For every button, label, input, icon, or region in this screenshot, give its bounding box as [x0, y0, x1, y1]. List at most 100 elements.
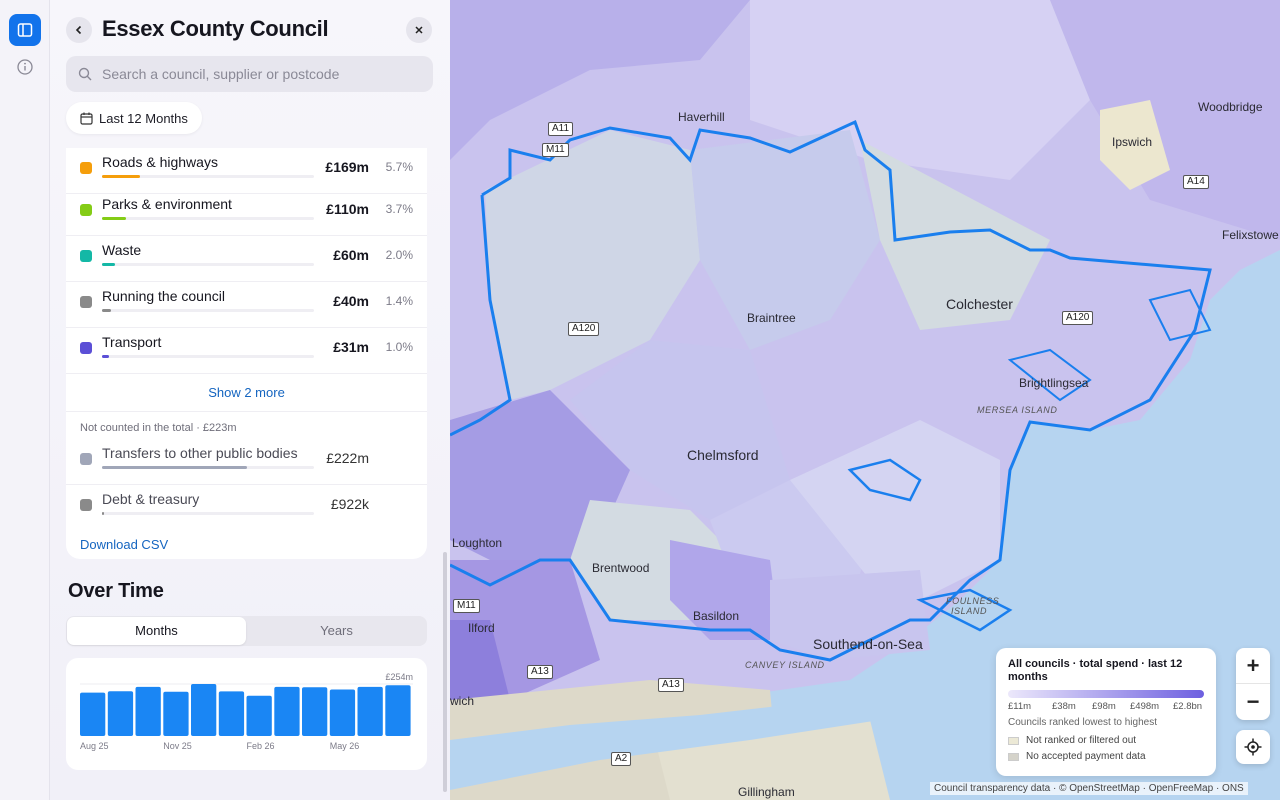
- zoom-in-button[interactable]: +: [1236, 648, 1270, 684]
- map-label-felixstowe: Felixstowe: [1222, 228, 1279, 242]
- chart-bar[interactable]: [218, 691, 245, 736]
- tab-months[interactable]: Months: [67, 617, 246, 645]
- over-time-heading: Over Time: [68, 580, 164, 602]
- period-toggle: Months Years: [66, 616, 427, 646]
- category-percent: 2.0%: [385, 248, 413, 262]
- legend-key: No accepted payment data: [1008, 751, 1204, 762]
- map-label-basildon: Basildon: [693, 609, 740, 623]
- search-input[interactable]: [102, 66, 422, 82]
- category-amount: £31m: [333, 339, 369, 355]
- list-item[interactable]: Debt & treasury £922k: [66, 485, 427, 531]
- download-csv-link[interactable]: Download CSV: [80, 537, 169, 552]
- page-title: Essex County Council: [102, 16, 329, 41]
- date-filter-button[interactable]: Last 12 Months: [66, 102, 202, 134]
- list-item[interactable]: Transport £31m 1.0%: [66, 328, 427, 374]
- legend-swatch: [1008, 752, 1019, 761]
- legend-color-scale: [1008, 690, 1204, 698]
- share-bar-track: [102, 355, 314, 358]
- chart-bar[interactable]: [385, 685, 411, 736]
- chevron-left-icon: [75, 25, 82, 35]
- legend-tick: £11m: [1008, 701, 1032, 712]
- map-label-brightlingsea: Brightlingsea: [1019, 376, 1089, 390]
- show-more-button[interactable]: Show 2 more: [66, 374, 427, 412]
- category-amount: £60m: [333, 247, 369, 263]
- chart-bar[interactable]: [135, 686, 161, 736]
- share-bar-track: [102, 466, 314, 469]
- chart-bar[interactable]: [302, 687, 328, 736]
- share-bar-fill: [102, 217, 126, 220]
- share-bar-track: [102, 175, 314, 178]
- plus-icon: +: [1246, 652, 1260, 678]
- chart-tick-label: Aug 25: [80, 741, 109, 751]
- chart-bar[interactable]: [163, 691, 189, 736]
- share-bar-track: [102, 512, 314, 515]
- zoom-controls: + −: [1236, 648, 1270, 720]
- sidebar-icon: [17, 23, 33, 37]
- list-item[interactable]: Roads & highways £169m 5.7%: [66, 148, 427, 194]
- list-item[interactable]: Waste £60m 2.0%: [66, 236, 427, 282]
- share-bar-track: [102, 309, 314, 312]
- legend-tick: £38m: [1052, 701, 1076, 712]
- panel-scrollbar[interactable]: [443, 552, 447, 792]
- info-icon: [17, 59, 33, 75]
- map-label-haverhill: Haverhill: [678, 110, 725, 124]
- road-shield: A120: [568, 322, 600, 336]
- share-bar-fill: [102, 263, 115, 266]
- map-label-ilford: Ilford: [468, 621, 495, 635]
- legend-key-label: Not ranked or filtered out: [1026, 735, 1137, 746]
- share-bar-fill: [102, 466, 247, 469]
- category-amount: £40m: [333, 293, 369, 309]
- category-percent: 5.7%: [385, 160, 413, 174]
- map-label-southend: Southend-on-Sea: [813, 636, 923, 652]
- legend-swatch: [1008, 736, 1019, 745]
- road-shield: A13: [658, 678, 684, 692]
- zoom-out-button[interactable]: −: [1236, 684, 1270, 720]
- road-shield: M11: [542, 143, 569, 157]
- share-bar-fill: [102, 355, 109, 358]
- map-label-ipswich: Ipswich: [1112, 135, 1153, 149]
- category-color-swatch: [80, 342, 92, 354]
- chart-bar[interactable]: [274, 686, 300, 736]
- bar-chart-svg: £254m Aug 25 Nov 25 Feb 26 May 26: [80, 672, 413, 751]
- chart-bar[interactable]: [107, 691, 134, 736]
- spend-category-list: Roads & highways £169m 5.7% Parks & envi…: [66, 148, 427, 559]
- chart-bar[interactable]: [191, 684, 217, 736]
- locate-button[interactable]: [1236, 730, 1270, 764]
- category-label: Transport: [102, 334, 162, 350]
- road-shield: A11: [548, 122, 574, 136]
- map-label-foulness: FOULNESS ISLAND: [946, 596, 1000, 616]
- sidebar-toggle-button[interactable]: [9, 14, 41, 46]
- map-label-woodbridge: Woodbridge: [1198, 100, 1263, 114]
- close-button[interactable]: [406, 17, 432, 43]
- category-label: Running the council: [102, 288, 225, 304]
- road-shield: A120: [1062, 311, 1094, 325]
- category-percent: 1.0%: [385, 340, 413, 354]
- chart-bar[interactable]: [80, 692, 106, 736]
- tab-years[interactable]: Years: [320, 623, 353, 638]
- map-legend: All councils · total spend · last 12 mon…: [996, 648, 1216, 776]
- map-label-loughton: Loughton: [452, 536, 503, 550]
- not-counted-heading: Not counted in the total · £223m: [80, 422, 237, 434]
- back-button[interactable]: [66, 17, 92, 43]
- category-color-swatch: [80, 162, 92, 174]
- legend-key-label: No accepted payment data: [1026, 751, 1146, 762]
- legend-tick: £98m: [1092, 701, 1116, 712]
- legend-key: Not ranked or filtered out: [1008, 735, 1204, 746]
- chart-bar[interactable]: [329, 689, 356, 737]
- info-button[interactable]: [16, 58, 34, 76]
- category-amount: £222m: [326, 450, 369, 466]
- chart-bar[interactable]: [357, 686, 383, 736]
- crosshair-icon: [1244, 738, 1262, 756]
- chart-bar[interactable]: [246, 695, 272, 736]
- category-color-swatch: [80, 250, 92, 262]
- road-shield: A2: [611, 752, 632, 766]
- map-label-canvey: CANVEY ISLAND: [745, 660, 825, 670]
- list-item[interactable]: Parks & environment £110m 3.7%: [66, 190, 427, 236]
- legend-tick: £2.8bn: [1173, 701, 1203, 712]
- category-color-swatch: [80, 204, 92, 216]
- list-item[interactable]: Running the council £40m 1.4%: [66, 282, 427, 328]
- list-item[interactable]: Transfers to other public bodies £222m: [66, 439, 427, 485]
- date-filter-label: Last 12 Months: [99, 110, 188, 126]
- legend-title: All councils · total spend · last 12 mon…: [1008, 658, 1183, 683]
- legend-tick: £498m: [1130, 701, 1160, 712]
